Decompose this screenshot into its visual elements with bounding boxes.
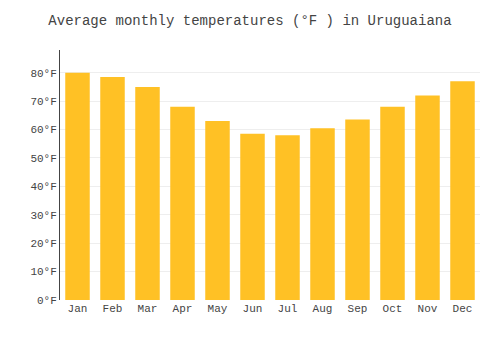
svg-text:Aug: Aug xyxy=(313,303,333,315)
svg-text:Average monthly temperatures (: Average monthly temperatures (°F ) in Ur… xyxy=(48,13,451,29)
svg-text:Oct: Oct xyxy=(383,303,403,315)
svg-text:60°F: 60°F xyxy=(30,124,56,136)
svg-text:Dec: Dec xyxy=(453,303,473,315)
svg-text:Nov: Nov xyxy=(418,303,438,315)
svg-text:50°F: 50°F xyxy=(30,153,56,165)
svg-text:0°F: 0°F xyxy=(37,295,57,307)
svg-text:70°F: 70°F xyxy=(30,96,56,108)
svg-text:20°F: 20°F xyxy=(30,238,56,250)
svg-text:Jun: Jun xyxy=(243,303,263,315)
svg-text:Sep: Sep xyxy=(348,303,368,315)
svg-text:Jul: Jul xyxy=(278,303,298,315)
svg-text:Feb: Feb xyxy=(103,303,123,315)
svg-text:80°F: 80°F xyxy=(30,68,56,80)
svg-text:May: May xyxy=(208,303,228,315)
svg-text:30°F: 30°F xyxy=(30,210,56,222)
svg-text:Apr: Apr xyxy=(173,303,193,315)
svg-text:40°F: 40°F xyxy=(30,181,56,193)
svg-text:10°F: 10°F xyxy=(30,266,56,278)
svg-text:Mar: Mar xyxy=(138,303,158,315)
svg-text:Jan: Jan xyxy=(68,303,88,315)
